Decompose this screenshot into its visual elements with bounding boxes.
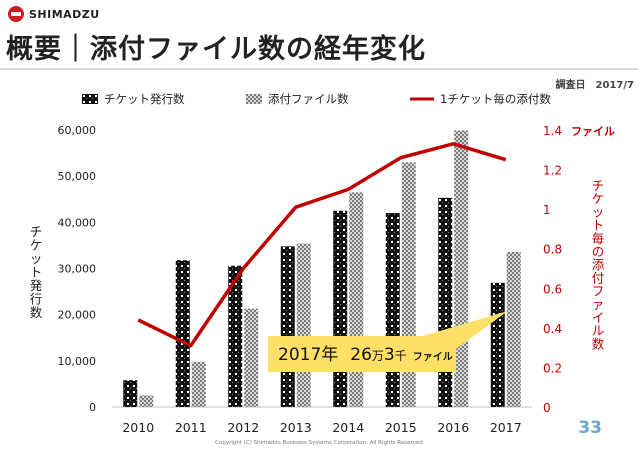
callout-file-unit: ファイル: [413, 351, 453, 363]
y2-axis-title-char: 毎: [592, 231, 605, 246]
callout-man-value: 26: [350, 345, 372, 365]
logo-text: SHIMADZU: [29, 7, 100, 21]
y2-tick-label: 0.4: [543, 322, 562, 336]
bar-tickets: [123, 380, 138, 407]
y-tick-label: 10,000: [58, 355, 97, 368]
x-tick-label: 2010: [122, 420, 154, 435]
x-tick-label: 2011: [175, 420, 207, 435]
y-tick-label: 50,000: [58, 170, 97, 183]
y2-axis-title-char: 添: [592, 257, 605, 272]
y-axis-title-char: 行: [30, 292, 43, 307]
y2-tick-label: 1.2: [543, 164, 562, 178]
y2-axis-title-char: ト: [592, 218, 605, 233]
y-tick-label: 20,000: [58, 309, 97, 322]
y2-axis-title-char: ケ: [592, 191, 605, 206]
y-axis-title-char: ケ: [30, 238, 43, 253]
y-axis-title-char: 数: [30, 305, 43, 320]
bar-tickets: [490, 282, 505, 407]
x-tick-label: 2016: [437, 420, 469, 435]
bar-attachments: [454, 130, 469, 407]
y2-axis-title-char: ァ: [592, 297, 605, 312]
y-axis-title-char: チ: [30, 224, 43, 239]
x-tick-label: 2012: [227, 420, 259, 435]
logo-mark-icon: [8, 6, 24, 22]
x-tick-label: 2017: [490, 420, 522, 435]
y-tick-label: 40,000: [58, 216, 97, 229]
y2-tick-label: 0.6: [543, 282, 562, 296]
bar-attachments: [506, 251, 521, 407]
legend-item-attachments: 添付ファイル数: [246, 91, 349, 107]
bar-attachments: [244, 308, 259, 407]
bar-attachments: [296, 243, 311, 407]
bar-tickets: [333, 210, 348, 407]
bar-attachments: [191, 361, 206, 407]
legend-label-ratio: 1チケット毎の添付数: [440, 92, 551, 106]
y-axis-title-char: ト: [30, 265, 43, 280]
survey-date: 調査日 2017/7: [555, 80, 634, 91]
page-title: 概要｜添付ファイル数の経年変化: [6, 34, 426, 65]
legend-item-tickets: チケット発行数: [82, 91, 185, 107]
y2-axis-title-char: の: [592, 244, 605, 259]
x-tick-label: 2014: [332, 420, 364, 435]
copyright-footer: Copyright (C) Shimadzu Business Systems …: [215, 440, 423, 446]
callout-man-unit: 万: [372, 349, 384, 363]
y2-tick-label: 0.2: [543, 361, 562, 375]
bar-tickets: [175, 260, 190, 407]
y-axis-title-char: 発: [30, 278, 43, 293]
y2-tick-label: 1: [543, 203, 551, 217]
ratio-line: [137, 142, 507, 348]
callout-box: [268, 336, 456, 372]
title-divider: [0, 68, 638, 70]
legend-item-ratio: 1チケット毎の添付数: [410, 91, 551, 107]
y2-tick-label: 0.8: [543, 243, 562, 257]
y2-axis-title-char: イ: [592, 310, 605, 325]
legend-swatch-line: [410, 97, 434, 101]
y2-axis-title-char: 付: [592, 270, 605, 285]
legend-swatch-light: [246, 94, 262, 104]
y-tick-label: 0: [89, 401, 96, 414]
bar-attachments: [139, 395, 154, 407]
legend-swatch-dark: [82, 94, 98, 104]
y2-tick-label: 1.4: [543, 124, 562, 138]
bar-tickets: [280, 246, 295, 407]
legend-label-attachments: 添付ファイル数: [268, 92, 349, 106]
y2-tick-label: 0: [543, 401, 551, 415]
callout-text: 2017年 26万3千 ファイル: [278, 345, 453, 365]
bar-tickets: [438, 197, 453, 407]
callout-year: 2017年: [278, 345, 338, 365]
y2-axis-title-char: ッ: [592, 204, 605, 219]
x-tick-label: 2013: [280, 420, 312, 435]
bar-tickets: [228, 265, 243, 407]
bar-tickets: [385, 213, 400, 407]
chart-legend: チケット発行数 添付ファイル数 1チケット毎の添付数: [0, 91, 638, 109]
y-tick-label: 30,000: [58, 263, 97, 276]
y2-axis-title-char: チ: [592, 178, 605, 193]
y2-axis-title-char: フ: [592, 284, 605, 299]
company-logo: SHIMADZU: [8, 6, 100, 22]
y2-axis-title-char: ル: [592, 323, 605, 338]
y2-unit-label: ファイル: [571, 125, 615, 138]
callout-sen-value: 3: [384, 345, 395, 365]
y-axis-title-char: ッ: [30, 251, 43, 266]
y2-axis-title-char: 数: [592, 336, 605, 351]
legend-label-tickets: チケット発行数: [104, 92, 185, 106]
y-tick-label: 60,000: [58, 124, 97, 137]
bar-attachments: [349, 192, 364, 407]
callout-sen-unit: 千: [395, 349, 407, 363]
page-number: 33: [578, 418, 602, 438]
x-tick-label: 2015: [385, 420, 417, 435]
